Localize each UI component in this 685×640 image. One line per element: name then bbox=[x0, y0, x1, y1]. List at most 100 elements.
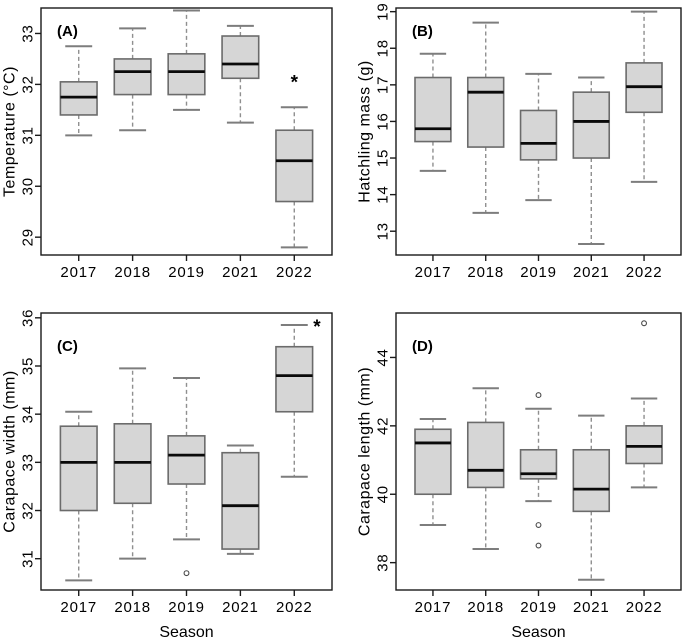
x-tick-label: 2017 bbox=[60, 599, 97, 616]
y-tick-label: 14 bbox=[375, 185, 392, 203]
iqr-box bbox=[167, 53, 206, 96]
x-tick-label: 2022 bbox=[276, 264, 313, 281]
y-tick-label: 31 bbox=[20, 550, 37, 568]
y-tick-label: 19 bbox=[375, 3, 392, 21]
iqr-box bbox=[221, 451, 260, 550]
y-tick-label: 17 bbox=[375, 76, 392, 94]
box-2022 bbox=[275, 324, 314, 478]
y-axis-title: Carapace length (mm) bbox=[357, 367, 374, 536]
x-tick-label: 2022 bbox=[276, 599, 313, 616]
iqr-box bbox=[221, 35, 260, 80]
iqr-box bbox=[167, 435, 206, 485]
x-tick-label: 2017 bbox=[60, 264, 97, 281]
x-tick-label: 2021 bbox=[573, 599, 610, 616]
x-tick-label: 2022 bbox=[626, 599, 663, 616]
y-tick-label: 18 bbox=[375, 39, 392, 57]
box-2017 bbox=[59, 410, 98, 582]
box-2021 bbox=[221, 24, 260, 124]
box-2017 bbox=[59, 45, 98, 137]
x-tick-label: 2019 bbox=[520, 599, 557, 616]
x-tick-label: 2017 bbox=[415, 264, 452, 281]
iqr-box bbox=[519, 109, 558, 161]
y-tick-label: 44 bbox=[375, 348, 392, 366]
panel-b: 13 14 15 16 17 18 19 2017 2018 2019 2021 2022 Hatchl… bbox=[357, 3, 682, 281]
iqr-box bbox=[59, 425, 98, 512]
box-2018 bbox=[466, 21, 505, 214]
x-tick-label: 2018 bbox=[467, 599, 504, 616]
y-tick-label: 38 bbox=[375, 553, 392, 571]
x-tick-label: 2019 bbox=[520, 264, 557, 281]
y-axis-title: Hatchling mass (g) bbox=[357, 60, 374, 202]
y-tick-label: 15 bbox=[375, 149, 392, 167]
panel-letter: (B) bbox=[412, 23, 433, 40]
x-tick-label: 2019 bbox=[168, 599, 205, 616]
y-tick-label: 13 bbox=[375, 222, 392, 240]
significance-asterisk: * bbox=[313, 317, 321, 338]
iqr-box bbox=[113, 58, 152, 96]
y-tick-label: 32 bbox=[20, 75, 37, 93]
panel-letter: (A) bbox=[57, 23, 78, 40]
y-tick-label: 42 bbox=[375, 417, 392, 435]
y-tick-label: 34 bbox=[20, 405, 37, 423]
x-tick-label: 2018 bbox=[114, 264, 151, 281]
iqr-box bbox=[275, 345, 314, 413]
panel-c: 31 32 33 34 35 36 2017 2018 2019 2021 2022 Carapace… bbox=[2, 309, 333, 640]
iqr-box bbox=[414, 428, 452, 496]
panel-letter: (D) bbox=[412, 338, 433, 355]
box-2021 bbox=[572, 414, 611, 581]
y-tick-label: 40 bbox=[375, 485, 392, 503]
x-axis-title: Season bbox=[159, 624, 213, 640]
outlier-point bbox=[535, 392, 542, 399]
outlier-point bbox=[183, 570, 190, 577]
y-axis-title: Temperature (°C) bbox=[2, 66, 19, 197]
box-2022 bbox=[625, 10, 663, 183]
x-tick-label: 2019 bbox=[168, 264, 205, 281]
y-tick-label: 16 bbox=[375, 112, 392, 130]
x-tick-label: 2017 bbox=[415, 599, 452, 616]
box-2018 bbox=[113, 27, 152, 132]
box-2017 bbox=[414, 52, 452, 172]
y-tick-label: 30 bbox=[20, 177, 37, 195]
y-tick-label: 31 bbox=[20, 126, 37, 144]
box-2019 bbox=[519, 72, 558, 202]
iqr-box bbox=[275, 129, 314, 203]
box-2021 bbox=[221, 444, 260, 555]
box-2021 bbox=[572, 76, 611, 246]
y-tick-label: 35 bbox=[20, 357, 37, 375]
y-tick-label: 29 bbox=[20, 228, 37, 246]
y-tick-label: 33 bbox=[20, 24, 37, 42]
x-tick-label: 2021 bbox=[222, 599, 259, 616]
iqr-box bbox=[466, 76, 505, 148]
x-tick-label: 2018 bbox=[467, 264, 504, 281]
box-2019 bbox=[167, 9, 206, 111]
iqr-box bbox=[572, 91, 611, 159]
iqr-box bbox=[414, 76, 452, 143]
y-tick-label: 36 bbox=[20, 309, 37, 327]
x-axis-title: Season bbox=[511, 624, 565, 640]
panel-letter: (C) bbox=[57, 338, 78, 355]
outlier-point bbox=[535, 542, 542, 549]
x-tick-label: 2018 bbox=[114, 599, 151, 616]
box-2019 bbox=[519, 392, 558, 549]
y-axis-title: Carapace width (mm) bbox=[2, 370, 19, 532]
significance-asterisk: * bbox=[291, 72, 299, 93]
box-2018 bbox=[113, 367, 152, 560]
y-tick-label: 32 bbox=[20, 501, 37, 519]
box-2022 bbox=[275, 106, 314, 249]
x-tick-label: 2021 bbox=[222, 264, 259, 281]
outlier-point bbox=[641, 320, 648, 327]
outlier-point bbox=[535, 522, 542, 528]
box-2018 bbox=[466, 387, 505, 550]
x-tick-label: 2021 bbox=[573, 264, 610, 281]
iqr-box bbox=[625, 425, 663, 465]
panel-a: 29 30 31 32 33 2017 2018 2019 2021 2022 Temperatur… bbox=[2, 7, 333, 281]
iqr-box bbox=[572, 448, 611, 513]
box-2019 bbox=[167, 377, 206, 577]
y-tick-label: 33 bbox=[20, 453, 37, 471]
iqr-box bbox=[466, 421, 505, 489]
x-tick-label: 2022 bbox=[626, 264, 663, 281]
box-2017 bbox=[414, 418, 452, 527]
box-2022 bbox=[625, 320, 663, 489]
